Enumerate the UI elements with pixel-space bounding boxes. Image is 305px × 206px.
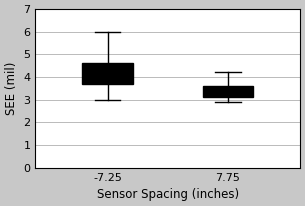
PathPatch shape	[203, 86, 253, 97]
X-axis label: Sensor Spacing (inches): Sensor Spacing (inches)	[97, 188, 239, 201]
PathPatch shape	[82, 63, 133, 84]
Y-axis label: SEE (mil): SEE (mil)	[5, 62, 18, 115]
